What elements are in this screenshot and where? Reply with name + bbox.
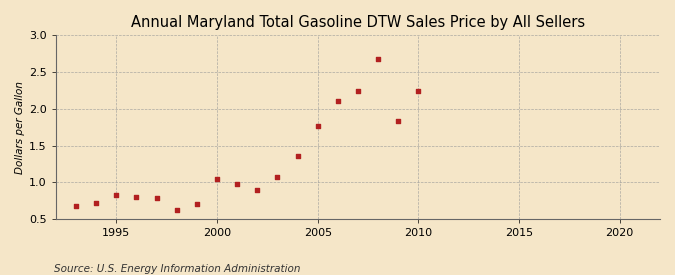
Point: [272, 175, 283, 179]
Point: [413, 89, 424, 93]
Point: [131, 195, 142, 199]
Point: [192, 202, 202, 207]
Point: [91, 200, 102, 205]
Text: Source: U.S. Energy Information Administration: Source: U.S. Energy Information Administ…: [54, 264, 300, 274]
Point: [332, 99, 343, 104]
Point: [171, 208, 182, 212]
Point: [151, 196, 162, 200]
Point: [292, 154, 303, 158]
Point: [111, 193, 122, 198]
Title: Annual Maryland Total Gasoline DTW Sales Price by All Sellers: Annual Maryland Total Gasoline DTW Sales…: [131, 15, 585, 30]
Point: [373, 57, 383, 61]
Y-axis label: Dollars per Gallon: Dollars per Gallon: [15, 81, 25, 174]
Point: [313, 123, 323, 128]
Point: [393, 119, 404, 123]
Point: [252, 187, 263, 192]
Point: [352, 89, 363, 93]
Point: [71, 204, 82, 209]
Point: [212, 177, 223, 182]
Point: [232, 182, 242, 186]
